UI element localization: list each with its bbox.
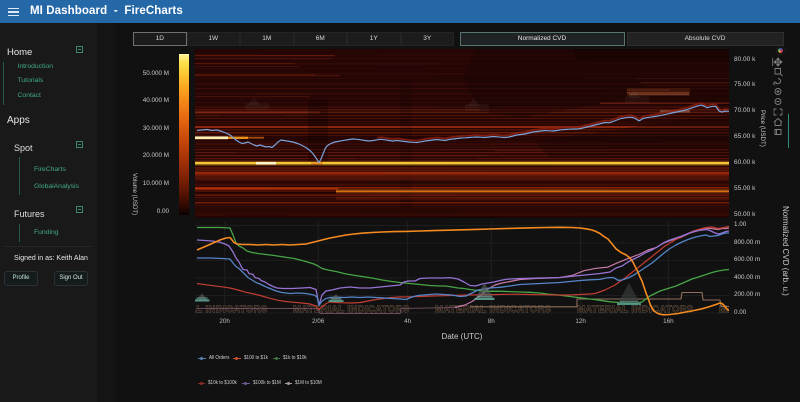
svg-text:MATERIAL INDICATORS: MATERIAL INDICATORS <box>719 304 729 315</box>
svg-text:MATERIAL INDICATORS: MATERIAL INDICATORS <box>195 304 268 315</box>
svg-text:MATERIAL INDICATORS: MATERIAL INDICATORS <box>293 304 410 315</box>
svg-text:MATERIAL INDICATORS: MATERIAL INDICATORS <box>577 304 694 315</box>
svg-text:MATERIAL INDICATORS: MATERIAL INDICATORS <box>435 304 552 315</box>
